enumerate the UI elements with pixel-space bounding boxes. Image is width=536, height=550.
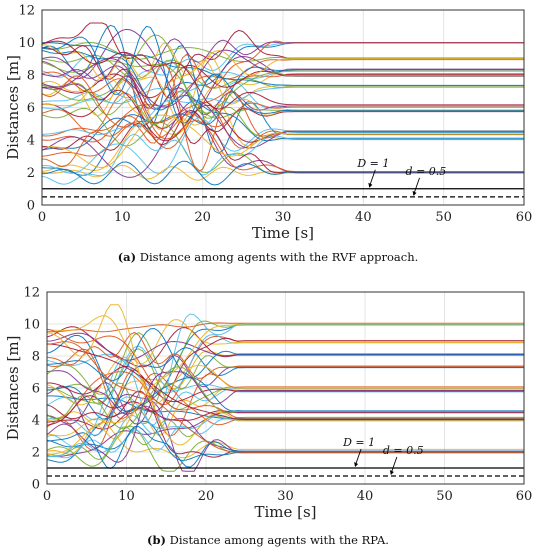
x-tick-label: 40 xyxy=(357,489,374,504)
x-tick-label: 50 xyxy=(436,489,453,504)
y-tick-label: 10 xyxy=(18,36,35,51)
x-axis-label: Time [s] xyxy=(252,224,314,242)
x-tick-label: 10 xyxy=(114,210,131,225)
series-line xyxy=(46,418,524,459)
y-tick-label: 12 xyxy=(18,4,35,19)
y-tick-label: 8 xyxy=(32,350,40,365)
series-line xyxy=(41,40,524,168)
plot-frame xyxy=(46,291,525,485)
y-tick-label: 2 xyxy=(32,446,40,461)
annotation-arrowhead xyxy=(412,190,417,196)
x-tick-label: 20 xyxy=(198,489,215,504)
annotation-label: D = 1 xyxy=(342,436,375,449)
annotation-arrowhead xyxy=(368,182,373,188)
series-line xyxy=(46,341,524,453)
series-line xyxy=(46,334,524,413)
x-tick-label: 40 xyxy=(355,210,372,225)
series-line xyxy=(46,328,524,419)
series-line xyxy=(46,371,524,463)
series-line xyxy=(41,63,524,173)
series-line xyxy=(41,42,524,86)
series-line xyxy=(47,365,524,403)
series-line xyxy=(46,322,524,333)
y-tick-label: 12 xyxy=(23,286,40,301)
annotation-arrowhead xyxy=(354,462,359,467)
series-line xyxy=(46,343,524,420)
series-line xyxy=(41,49,524,142)
annotation-label: d = 0.5 xyxy=(383,444,424,457)
x-tick-label: 30 xyxy=(277,489,294,504)
series-line xyxy=(46,315,524,365)
caption-rvf: (a) Distance among agents with the RVF a… xyxy=(117,250,419,264)
series-line xyxy=(41,45,524,174)
chart-rvf: 0 10 20 30 40 50 60 0 2 4 6 8 10 12 D = 1 d = 0.5 Time [… xyxy=(4,4,533,243)
series-line xyxy=(46,323,524,456)
y-tick-label: 6 xyxy=(27,101,35,116)
y-tick-label: 2 xyxy=(27,166,35,181)
series-line xyxy=(46,304,524,405)
series-line xyxy=(46,331,524,379)
y-axis-label: Distances [m] xyxy=(4,55,22,160)
y-tick-label: 4 xyxy=(27,134,35,149)
series-line xyxy=(41,108,524,151)
series-line xyxy=(46,407,524,430)
series-line xyxy=(41,160,524,186)
x-tick-label: 0 xyxy=(38,210,46,225)
series-line xyxy=(41,40,524,110)
plot-frame xyxy=(41,9,525,206)
series-line xyxy=(46,320,524,395)
series-line xyxy=(41,114,524,169)
x-tick-label: 60 xyxy=(516,489,533,504)
series-line xyxy=(46,347,524,420)
x-tick-label: 30 xyxy=(275,210,292,225)
series-line xyxy=(41,102,524,143)
series-line xyxy=(46,350,524,427)
series-line xyxy=(46,337,524,426)
x-tick-label: 50 xyxy=(435,210,452,225)
series-line xyxy=(41,25,524,124)
series-line xyxy=(46,368,524,451)
chart-rpa: 0 10 20 30 40 50 60 0 2 4 6 8 10 12 D = 1 d = 0.5 Time [… xyxy=(4,286,533,522)
series-line xyxy=(46,364,524,430)
series-line xyxy=(46,356,524,446)
y-tick-label: 0 xyxy=(32,478,40,493)
y-tick-label: 4 xyxy=(32,414,40,429)
y-tick-label: 0 xyxy=(27,199,35,214)
annotation-label: d = 0.5 xyxy=(406,165,447,178)
x-tick-label: 0 xyxy=(43,489,51,504)
series-line xyxy=(41,86,524,136)
y-axis-label: Distances [m] xyxy=(4,336,22,441)
series-line xyxy=(41,133,524,185)
x-tick-label: 10 xyxy=(118,489,135,504)
series-line xyxy=(41,49,524,115)
x-tick-label: 20 xyxy=(194,210,211,225)
y-tick-label: 6 xyxy=(32,382,40,397)
y-tick-label: 8 xyxy=(27,69,35,84)
y-tick-label: 10 xyxy=(23,318,40,333)
series-line xyxy=(46,425,524,470)
annotation-arrowhead xyxy=(389,470,394,475)
x-axis-label: Time [s] xyxy=(254,503,316,521)
series-line xyxy=(41,49,524,108)
annotation-label: D = 1 xyxy=(356,157,389,170)
caption-rpa: (b) Distance among agents with the RPA. xyxy=(147,533,389,547)
x-tick-label: 60 xyxy=(516,210,533,225)
series-line xyxy=(41,34,524,114)
series-line xyxy=(46,353,524,394)
